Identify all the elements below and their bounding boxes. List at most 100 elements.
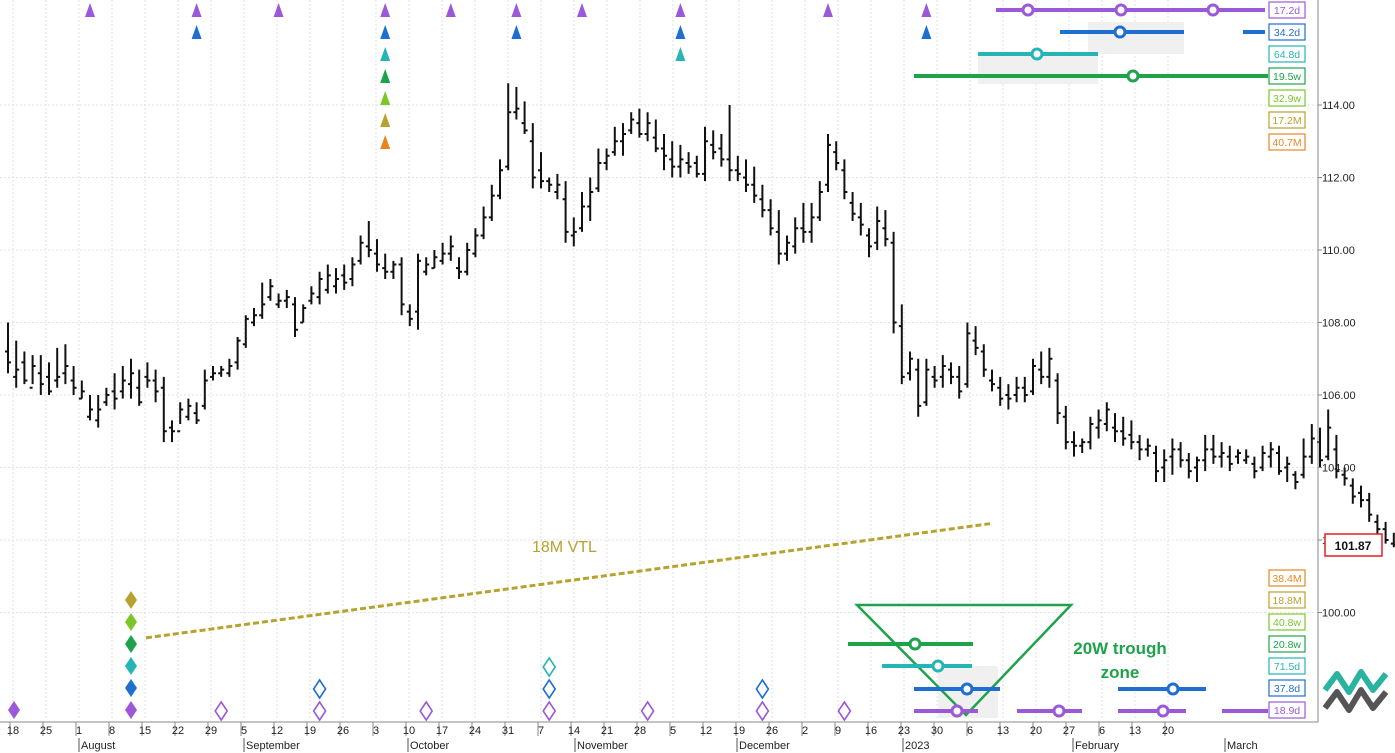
- bottom-filled-diamond: [125, 635, 137, 653]
- top-stacked-marker: [380, 91, 391, 105]
- y-tick-label: 110.00: [1322, 245, 1355, 257]
- ohlc-bar: [415, 253, 421, 330]
- ohlc-bar: [1038, 351, 1045, 385]
- ohlc-bar: [1243, 449, 1250, 464]
- cycle-box-label: 64.8d: [1274, 49, 1300, 61]
- ohlc-bar: [13, 340, 20, 388]
- cycle-box: [1268, 569, 1306, 587]
- bottom-blue-outline-diamond: [542, 678, 557, 700]
- brand-logo: [1322, 669, 1389, 713]
- cycle-box: [1268, 133, 1306, 151]
- ohlc-bar: [1046, 347, 1053, 388]
- ohlc-bar: [595, 148, 602, 192]
- ohlc-bar: [251, 308, 257, 327]
- projection-teal-top-center: [1030, 47, 1044, 61]
- x-tick-label: 3: [373, 725, 379, 737]
- ohlc-bar: [259, 282, 266, 319]
- ohlc-bar: [833, 141, 840, 171]
- ohlc-bar: [87, 395, 93, 421]
- top-purple-marker: [823, 3, 833, 17]
- top-blue-marker: [380, 25, 391, 39]
- ohlc-bar: [242, 315, 249, 348]
- ohlc-bar: [857, 202, 864, 236]
- projection-green-top-center: [1126, 69, 1140, 83]
- cycle-box-label: 71.5d: [1274, 661, 1300, 673]
- cycle-projections: [848, 3, 1268, 718]
- trough-zone-label-line1: 20W trough: [1073, 639, 1167, 658]
- ohlc-bar: [160, 376, 167, 443]
- ohlc-bar: [1062, 405, 1069, 450]
- top-blue-marker: [921, 25, 932, 39]
- x-tick-label: 18: [7, 725, 19, 737]
- top-stacked-marker: [380, 69, 391, 83]
- ohlc-bar: [751, 166, 758, 203]
- bottom-purple-outline-diamond: [312, 700, 327, 722]
- ohlc-bar: [1177, 442, 1184, 468]
- projection-blue-bottom-next-center: [1166, 682, 1180, 696]
- ohlc-bar: [1382, 521, 1389, 544]
- top-purple-marker: [511, 3, 522, 17]
- cycle-box-label: 17.2d: [1274, 5, 1300, 17]
- annotations: 18M VTL 20W trough zone: [532, 539, 1167, 682]
- top-purple-marker: [445, 3, 456, 17]
- bottom-blue-outline-diamond: [755, 678, 770, 700]
- ohlc-bar: [948, 362, 954, 385]
- ohlc-bar: [1013, 376, 1020, 403]
- top-purple-marker: [921, 3, 932, 17]
- x-tick-label: 6: [1099, 725, 1105, 737]
- ohlc-bar: [1267, 442, 1274, 468]
- ohlc-bar: [144, 362, 151, 388]
- ohlc-bar: [907, 351, 913, 381]
- ohlc-bar: [743, 159, 749, 192]
- month-label: September: [246, 740, 300, 752]
- x-tick-label: 2: [802, 725, 808, 737]
- month-label: 2023: [905, 740, 929, 752]
- bottom-purple-outline-diamond: [542, 700, 557, 722]
- ohlc-bar: [570, 217, 577, 247]
- logo-teal-stroke: [1322, 669, 1389, 695]
- ohlc-bar: [21, 351, 28, 385]
- ohlc-bar: [456, 257, 462, 279]
- ohlc-bar: [1087, 416, 1094, 450]
- ohlc-bar: [521, 101, 528, 134]
- ohlc-bar: [1358, 485, 1364, 508]
- ohlc-bar: [579, 192, 585, 232]
- cycle-box: [1268, 45, 1306, 63]
- ohlc-bar: [1128, 420, 1135, 450]
- ohlc-bar: [702, 126, 708, 182]
- cycle-length-boxes: 17.2d 34.2d 64.8d 19.5w 32.9w 17.2M 40.7M 38.4M…: [1268, 1, 1306, 719]
- cycle-box: [1268, 679, 1306, 697]
- top-stacked-marker: [380, 113, 391, 127]
- month-label: November: [577, 740, 628, 752]
- ohlc-bar: [841, 159, 848, 200]
- month-label: October: [410, 740, 449, 752]
- bottom-filled-diamond: [125, 701, 137, 719]
- ohlc-bar: [78, 380, 85, 400]
- x-tick-label: 12: [700, 725, 712, 737]
- x-tick-label: 22: [172, 725, 184, 737]
- y-tick-label: 114.00: [1322, 100, 1355, 112]
- ohlc-bar: [767, 199, 774, 236]
- x-tick-label: 13: [997, 725, 1009, 737]
- bottom-purple-diamond: [8, 701, 20, 719]
- cycle-box: [1268, 89, 1306, 107]
- top-purple-marker: [675, 3, 686, 17]
- top-purple-marker: [273, 3, 284, 17]
- y-tick-label: 104.00: [1322, 463, 1356, 475]
- bottom-blue-outline-diamond: [312, 678, 327, 700]
- ohlc-bar: [1259, 445, 1266, 472]
- ohlc-bar: [333, 268, 339, 294]
- ohlc-bar: [1284, 456, 1291, 482]
- x-tick-label: 7: [538, 725, 544, 737]
- top-blue-marker: [675, 25, 686, 39]
- ohlc-bar: [103, 387, 110, 406]
- ohlc-bar: [152, 369, 159, 403]
- ohlc-bar: [46, 362, 52, 395]
- projection-blue-top-center: [1113, 25, 1127, 39]
- ohlc-bar: [374, 239, 380, 272]
- ohlc-bar: [849, 192, 856, 221]
- ohlc-bar: [390, 260, 397, 279]
- ohlc-bar: [382, 253, 389, 279]
- ohlc-bar: [661, 134, 667, 171]
